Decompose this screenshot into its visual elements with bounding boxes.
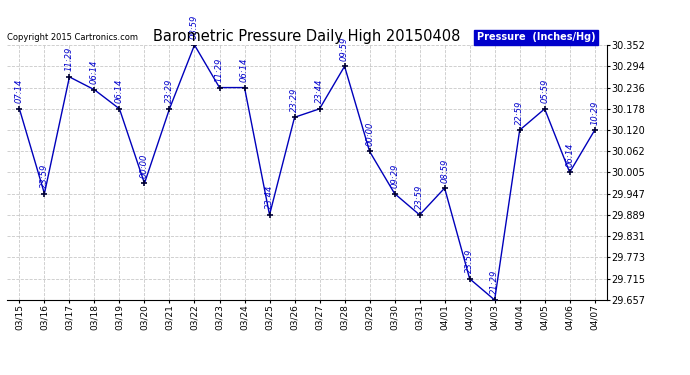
Text: 23:44: 23:44 (315, 79, 324, 103)
Text: 11:29: 11:29 (65, 47, 74, 71)
Text: 08:59: 08:59 (190, 15, 199, 39)
Text: 11:29: 11:29 (215, 58, 224, 82)
Text: 06:14: 06:14 (240, 58, 249, 82)
Text: 07:14: 07:14 (15, 79, 24, 103)
Text: 09:29: 09:29 (390, 164, 399, 188)
Text: 00:00: 00:00 (365, 122, 374, 146)
Text: 06:14: 06:14 (115, 79, 124, 103)
Text: 21:29: 21:29 (490, 270, 499, 294)
Text: Pressure  (Inches/Hg): Pressure (Inches/Hg) (477, 33, 595, 42)
Text: Copyright 2015 Cartronics.com: Copyright 2015 Cartronics.com (7, 33, 138, 42)
Text: 23:59: 23:59 (465, 249, 474, 273)
Text: 23:44: 23:44 (265, 185, 274, 209)
Text: 10:29: 10:29 (590, 100, 599, 124)
Text: 23:59: 23:59 (40, 164, 49, 188)
Text: 08:59: 08:59 (440, 158, 449, 183)
Text: 23:29: 23:29 (165, 79, 174, 103)
Text: 05:59: 05:59 (540, 79, 549, 103)
Title: Barometric Pressure Daily High 20150408: Barometric Pressure Daily High 20150408 (153, 29, 461, 44)
Text: 22:59: 22:59 (515, 100, 524, 124)
Text: 23:29: 23:29 (290, 87, 299, 112)
Text: 09:59: 09:59 (340, 36, 349, 61)
Text: 23:59: 23:59 (415, 185, 424, 209)
Text: 00:00: 00:00 (140, 153, 149, 178)
Text: 06:14: 06:14 (565, 142, 574, 167)
Text: 06:14: 06:14 (90, 60, 99, 84)
